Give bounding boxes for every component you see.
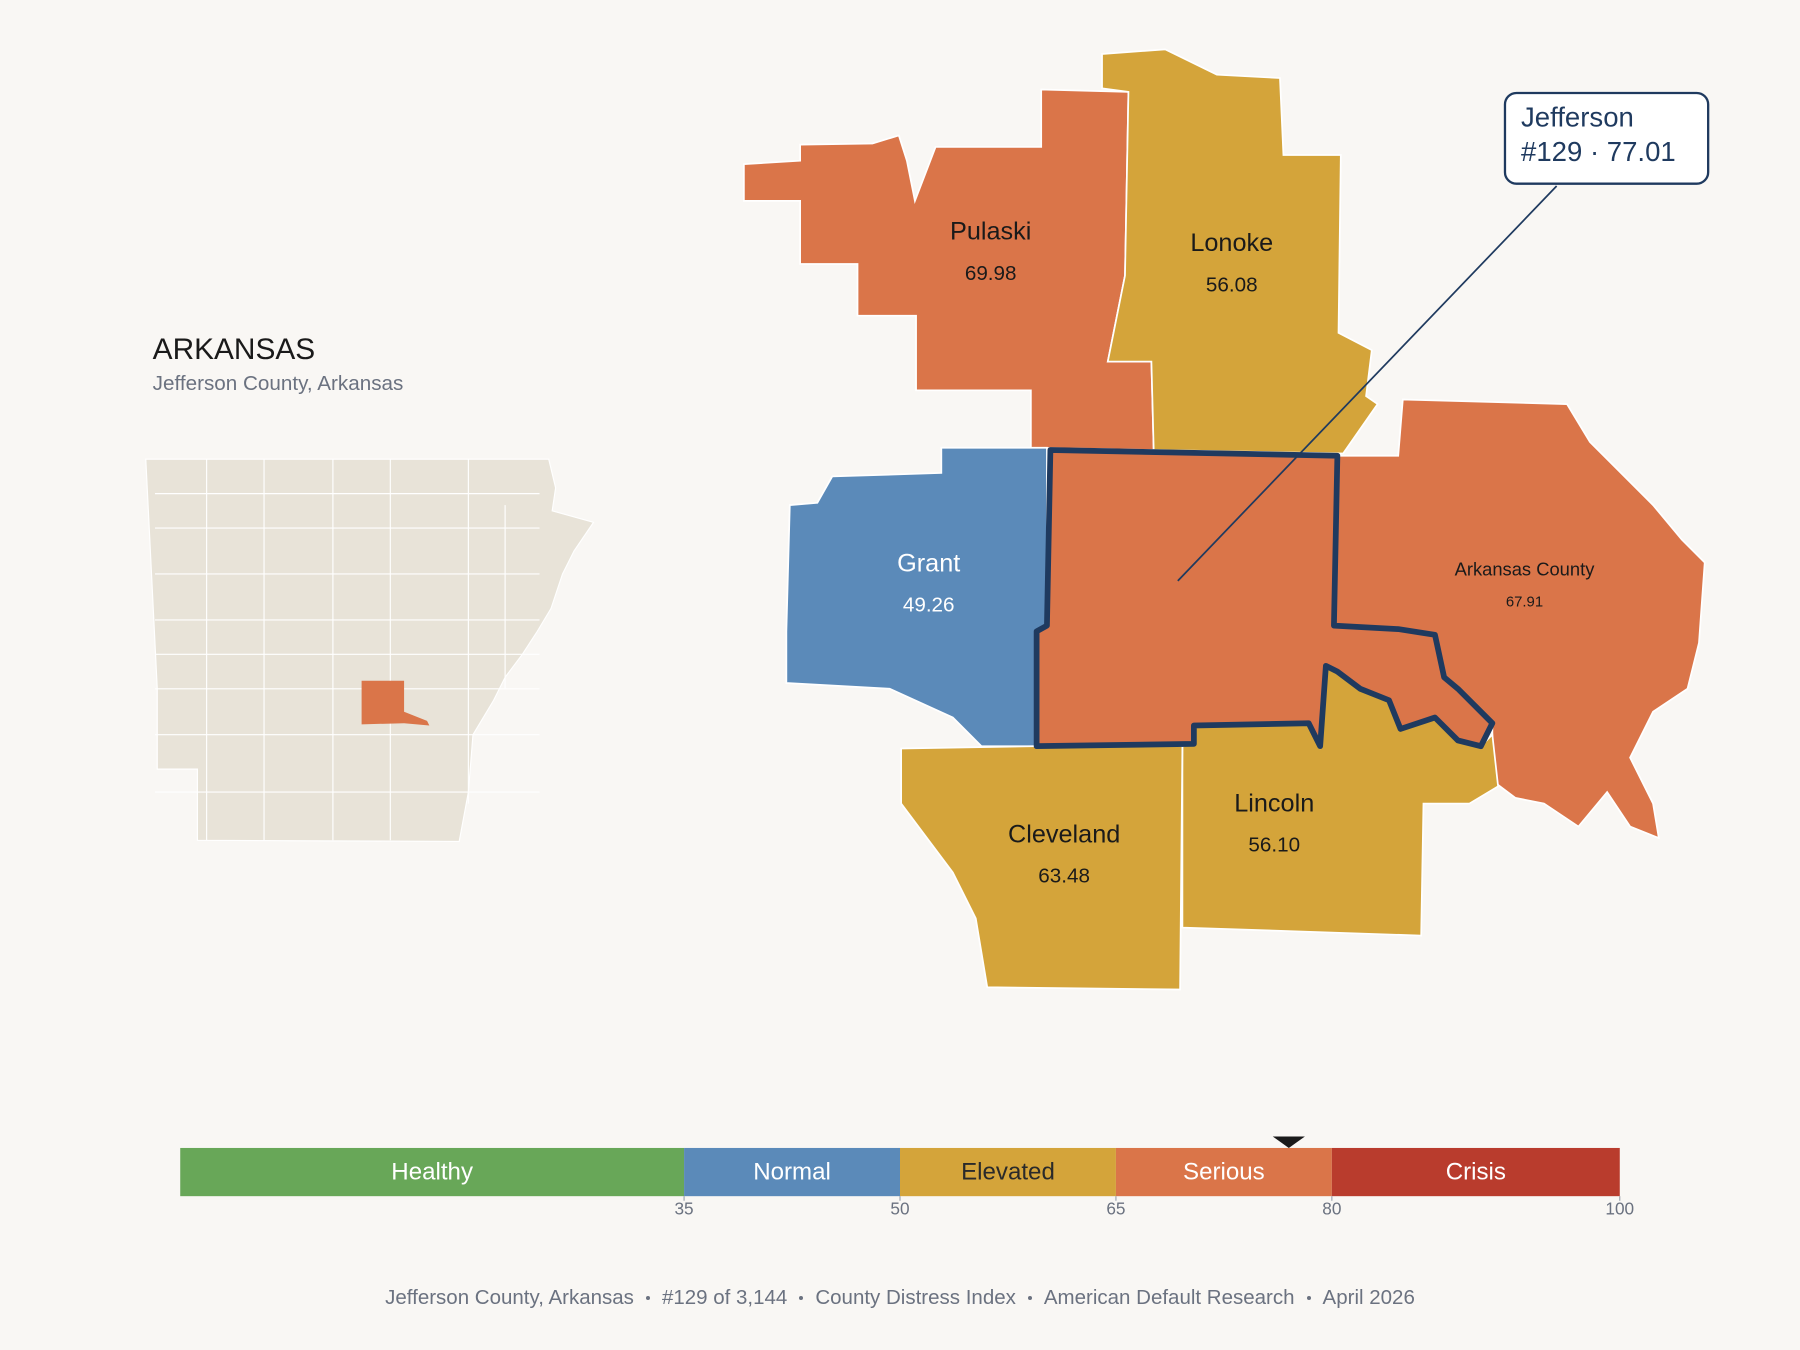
scale-tick-label: 35	[674, 1198, 693, 1218]
footer-item: American Default Research	[1043, 1286, 1295, 1309]
county-name: Grant	[897, 549, 960, 577]
county-score: 49.26	[903, 594, 955, 617]
callout-leader	[1177, 185, 1558, 582]
county-name: Arkansas County	[1455, 558, 1596, 579]
footer-item: Jefferson County, Arkansas	[385, 1286, 634, 1309]
scale-band-label: Crisis	[1446, 1159, 1506, 1186]
scale-tick-label: 65	[1106, 1198, 1125, 1218]
scale-tick-label: 80	[1322, 1198, 1341, 1218]
scale-band	[900, 1147, 1116, 1197]
selected-county-inset	[361, 680, 430, 726]
callout-name: Jefferson	[1521, 102, 1634, 133]
state-shape	[145, 458, 595, 843]
scale-band-label: Elevated	[961, 1159, 1055, 1186]
scale-tick-label: 50	[890, 1198, 909, 1218]
county-name: Lincoln	[1234, 789, 1314, 817]
separator	[645, 1296, 650, 1300]
county-shape	[1101, 48, 1379, 455]
scale-band-label: Healthy	[391, 1159, 473, 1186]
scale-tick-label: 100	[1605, 1198, 1634, 1218]
footer-item: April 2026	[1322, 1286, 1415, 1309]
county-shape	[743, 88, 1155, 451]
separator	[799, 1296, 804, 1300]
scale-band	[1115, 1147, 1332, 1197]
callout-detail: #129 · 77.01	[1521, 136, 1676, 167]
footer-item: #129 of 3,144	[661, 1286, 788, 1309]
footer: Jefferson County, Arkansas #129 of 3,144 C…	[0, 1286, 1800, 1310]
county-score: 56.08	[1206, 273, 1258, 296]
scale-marker	[1272, 1136, 1305, 1148]
scale-band-label: Serious	[1183, 1159, 1265, 1186]
selected-county	[1033, 447, 1496, 750]
footer-item: County Distress Index	[815, 1286, 1016, 1309]
county-name: Cleveland	[1008, 820, 1120, 848]
county-name: Lonoke	[1190, 229, 1273, 257]
scale-band	[180, 1147, 685, 1197]
scale-band	[1331, 1147, 1620, 1197]
callout-box	[1503, 91, 1710, 185]
county-score: 69.98	[965, 262, 1017, 285]
title: ARKANSAS	[153, 333, 315, 366]
separator	[1027, 1296, 1032, 1300]
county-score: 67.91	[1506, 594, 1543, 611]
scale-band-label: Normal	[753, 1159, 831, 1186]
county-score: 63.48	[1038, 864, 1090, 887]
subtitle: Jefferson County, Arkansas	[153, 372, 404, 395]
county-name: Pulaski	[950, 218, 1031, 246]
scale-band	[684, 1147, 900, 1197]
separator	[1306, 1296, 1311, 1300]
county-score: 56.10	[1248, 833, 1300, 856]
